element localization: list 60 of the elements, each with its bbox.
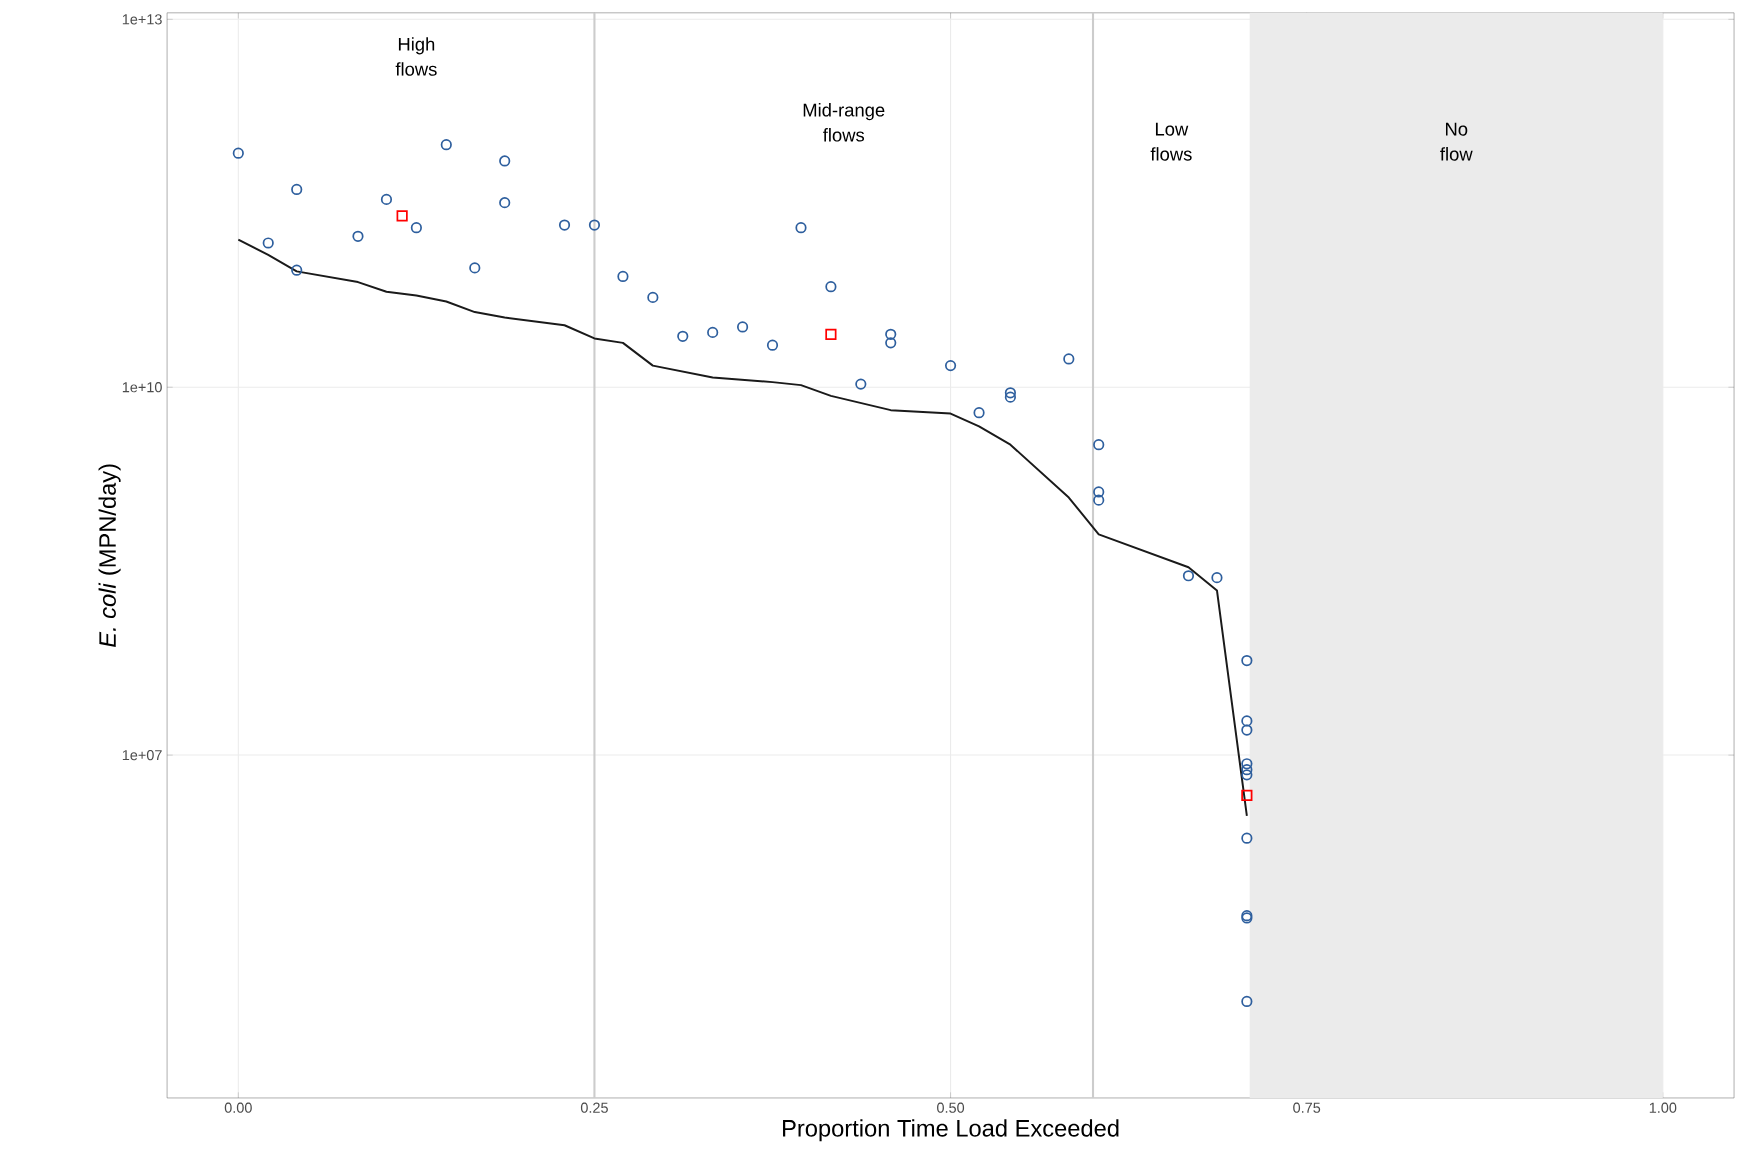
point (1211, 572, 1223, 584)
point (885, 328, 897, 340)
point (499, 197, 511, 209)
point (944, 360, 957, 372)
line-series (237, 238, 1248, 817)
point (795, 222, 807, 234)
y-tick-label: 1e+10 (122, 382, 162, 393)
point (1241, 769, 1253, 781)
annotation: No flow (1440, 122, 1473, 161)
point (1241, 654, 1253, 667)
x-tick-label: 0.50 (937, 1102, 965, 1113)
point (736, 321, 749, 333)
point (352, 230, 364, 242)
point (1241, 764, 1253, 776)
point (1063, 353, 1075, 365)
point (440, 139, 452, 151)
point (825, 328, 837, 340)
point (973, 407, 985, 419)
point (825, 281, 837, 293)
point (291, 183, 303, 196)
point (707, 326, 719, 338)
point (1004, 387, 1016, 399)
point (558, 219, 571, 231)
annotation: Mid-range flows (803, 103, 885, 142)
point (1241, 832, 1253, 844)
x-tick-label: 1.00 (1649, 1102, 1677, 1113)
point (396, 210, 408, 222)
point (1093, 439, 1105, 451)
point (588, 219, 601, 231)
point (1241, 724, 1253, 736)
point (1241, 715, 1253, 727)
point (647, 291, 659, 303)
point (1004, 391, 1016, 403)
y-tick-label: 1e+13 (122, 14, 162, 25)
x-axis-title: Proportion Time Load Exceeded (783, 1119, 1119, 1142)
point (617, 270, 629, 283)
point (410, 222, 422, 234)
point (1241, 789, 1253, 801)
annotation: Low flows (1150, 122, 1192, 161)
y-axis-title: E. coli (MPN/day) (98, 464, 121, 648)
point (380, 193, 393, 206)
point (1093, 486, 1105, 498)
point (469, 262, 481, 274)
y-tick-label: 1e+07 (122, 749, 162, 761)
x-tick-label: 0.75 (1293, 1102, 1321, 1113)
point (232, 147, 244, 159)
point (677, 330, 689, 342)
point (1241, 758, 1253, 770)
x-tick-label: 0.00 (224, 1102, 252, 1113)
point (291, 264, 303, 276)
point (855, 378, 867, 390)
point (1093, 494, 1105, 506)
annotation: High flows (395, 37, 437, 76)
point (262, 237, 274, 249)
point (885, 337, 897, 349)
point (766, 339, 779, 351)
point (1182, 570, 1195, 582)
x-tick-label: 0.25 (580, 1102, 608, 1113)
point (1241, 995, 1253, 1008)
point (499, 155, 511, 167)
